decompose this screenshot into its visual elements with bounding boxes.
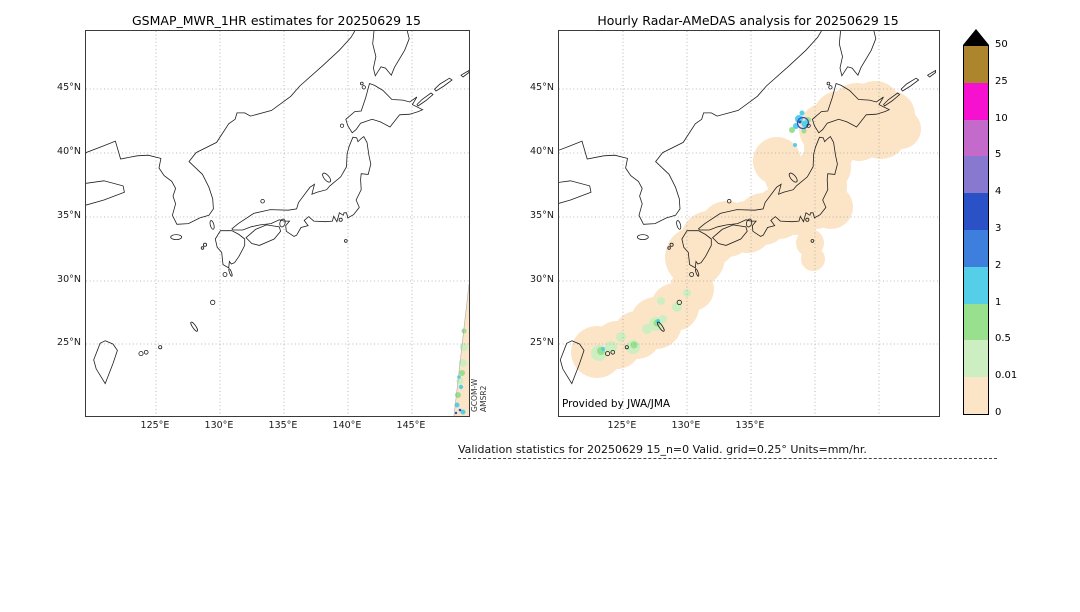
lon-tick-label: 125°E [140,420,170,431]
colorbar-segment [964,303,988,341]
gsmap-swath-layer [453,283,469,416]
colorbar-tick-label: 0 [995,407,1002,418]
station-marker [796,116,810,130]
colorbar-segment [964,340,988,378]
right-map-title: Hourly Radar-AMeDAS analysis for 2025062… [597,13,899,28]
lat-tick-label: 35°N [57,210,81,221]
colorbar-segment [964,156,988,194]
lat-tick-label: 45°N [57,82,81,93]
radar-precip-layer [571,81,921,378]
colorbar-tick-label: 50 [995,39,1008,50]
coastline-layer [86,31,469,385]
right-gridlines [559,31,939,416]
lon-tick-label: 145°E [396,420,426,431]
lon-tick-label: 125°E [607,420,637,431]
colorbar-tick-label: 2 [995,260,1002,271]
colorbar-tick-label: 1 [995,297,1002,308]
colorbar-segment [964,229,988,267]
lat-tick-label: 30°N [530,274,554,285]
colorbar-segment [964,377,988,414]
swath-rain-blue-area [454,408,462,415]
lat-tick-label: 25°N [57,337,81,348]
right-map-panel [558,30,940,417]
colorbar-overflow-triangle [963,29,989,45]
lat-tick-label: 25°N [530,337,554,348]
lat-tick-label: 30°N [57,274,81,285]
colorbar-tick-label: 10 [995,113,1008,124]
colorbar-segment [964,82,988,120]
footer-dashed-line [458,458,997,459]
right-map [559,31,939,416]
colorbar-tick-label: 25 [995,76,1008,87]
colorbar [963,45,989,415]
colorbar-tick-label: 4 [995,186,1002,197]
lon-tick-label: 130°E [671,420,701,431]
left-map-title: GSMAP_MWR_1HR estimates for 20250629 15 [132,13,421,28]
lon-tick-label: 140°E [332,420,362,431]
credit-label: Provided by JWA/JMA [562,398,671,410]
colorbar-tick-label: 3 [995,223,1002,234]
lat-tick-label: 45°N [530,82,554,93]
colorbar-segment [964,119,988,157]
lat-tick-label: 40°N [57,146,81,157]
lon-tick-label: 130°E [204,420,234,431]
colorbar-tick-label: 0.01 [995,370,1018,381]
colorbar-segment [964,266,988,304]
rain-blue-dots [798,120,802,124]
left-gridlines [86,31,469,416]
colorbar-tick-label: 0.5 [995,333,1011,344]
footer-stats-text: Validation statistics for 20250629 15_n=… [458,443,867,456]
lon-tick-label: 135°E [735,420,765,431]
colorbar-segment [964,193,988,230]
lat-tick-label: 40°N [530,146,554,157]
left-map [86,31,469,416]
colorbar-segment [964,46,988,83]
radar-coverage-area [571,81,921,378]
swath-edge-line [453,283,469,416]
lon-tick-label: 135°E [268,420,298,431]
sensor-label: GCOM-W AMSR2 [470,378,488,412]
left-map-panel [85,30,470,417]
lat-tick-label: 35°N [530,210,554,221]
colorbar-tick-label: 5 [995,149,1002,160]
